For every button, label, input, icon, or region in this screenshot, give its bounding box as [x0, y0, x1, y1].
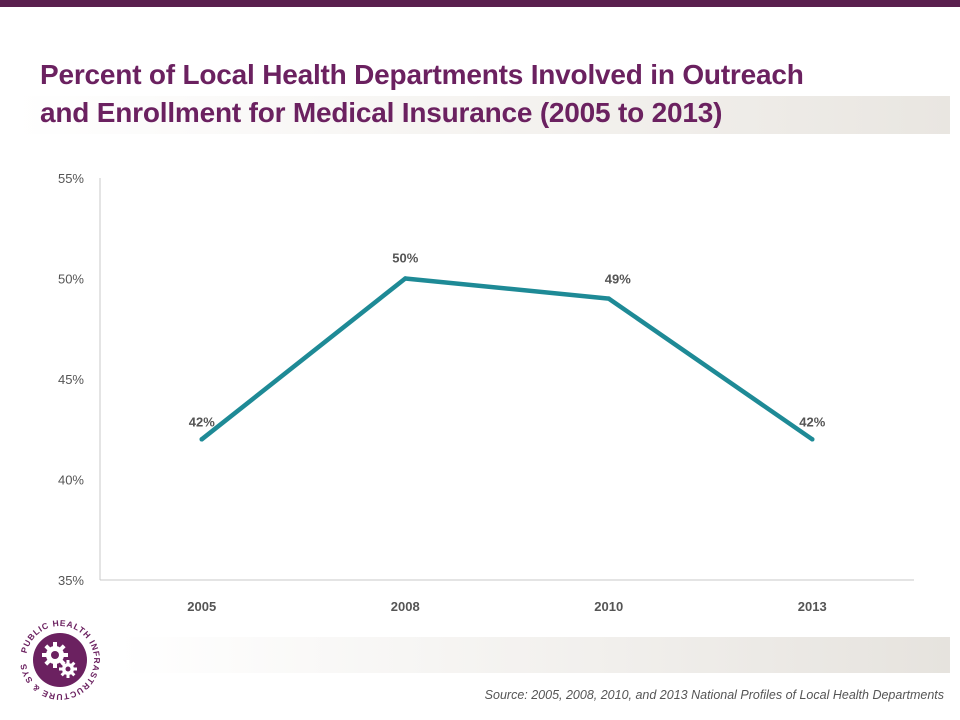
- slide-title-line-1: Percent of Local Health Departments Invo…: [40, 59, 804, 90]
- y-tick-label: 55%: [58, 171, 84, 186]
- data-point: [606, 296, 611, 301]
- title-underline-band: [14, 96, 950, 134]
- x-tick-label: 2008: [391, 599, 420, 614]
- footer-band: [118, 637, 950, 673]
- gears-icon: PUBLIC HEALTH INFRASTRUCTURE & SYSTEMS: [8, 614, 101, 702]
- data-label: 49%: [605, 272, 631, 287]
- data-label: 42%: [189, 414, 215, 429]
- top-accent-bar: [0, 0, 960, 7]
- x-tick-label: 2010: [594, 599, 623, 614]
- x-tick-label: 2013: [798, 599, 827, 614]
- slide-title: Percent of Local Health Departments Invo…: [40, 56, 940, 132]
- y-tick-label: 40%: [58, 473, 84, 488]
- x-tick-label: 2005: [187, 599, 216, 614]
- source-note: Source: 2005, 2008, 2010, and 2013 Natio…: [484, 688, 944, 702]
- y-tick-label: 45%: [58, 372, 84, 387]
- data-point: [199, 437, 204, 442]
- data-label: 42%: [799, 414, 825, 429]
- data-label: 50%: [392, 251, 418, 266]
- data-point: [403, 276, 408, 281]
- data-point: [810, 437, 815, 442]
- y-tick-label: 50%: [58, 272, 84, 287]
- slide-title-line-2: and Enrollment for Medical Insurance (20…: [40, 97, 723, 128]
- series-line: [199, 276, 815, 442]
- y-tick-label: 35%: [58, 573, 84, 588]
